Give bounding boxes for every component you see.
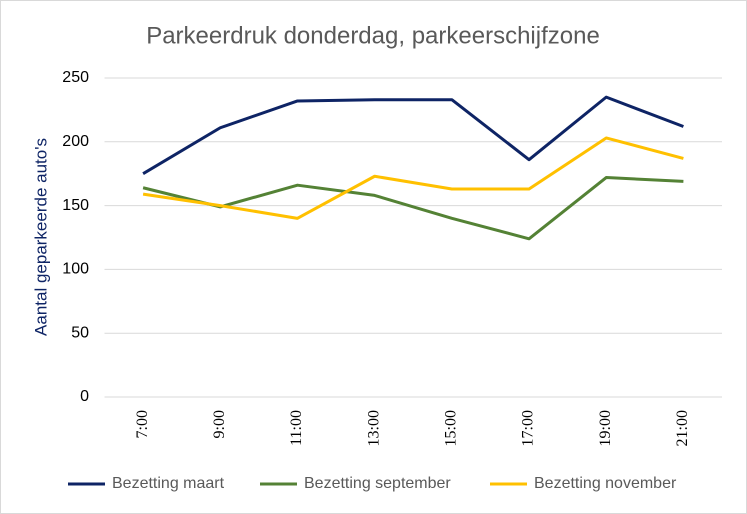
- y-tick-label: 150: [62, 197, 89, 214]
- legend-label: Bezetting september: [304, 475, 451, 492]
- x-tick-label: 17:00: [520, 410, 537, 446]
- x-tick-label: 11:00: [288, 410, 305, 446]
- series-line: [142, 95, 684, 175]
- y-tick-label: 200: [62, 133, 89, 150]
- y-axis-label: Aantal geparkeerde auto's: [31, 138, 50, 336]
- x-tick-label: 15:00: [443, 410, 460, 446]
- chart-title: Parkeerdruk donderdag, parkeerschijfzone: [146, 22, 600, 49]
- x-tick-label: 21:00: [674, 410, 691, 446]
- legend-label: Bezetting november: [534, 475, 677, 492]
- x-tick-label: 7:00: [134, 410, 151, 438]
- x-tick-label: 13:00: [365, 410, 382, 446]
- x-tick-label: 19:00: [597, 410, 614, 446]
- y-tick-label: 100: [62, 261, 89, 278]
- legend-label: Bezetting maart: [112, 475, 225, 492]
- y-tick-label: 250: [62, 69, 89, 86]
- y-tick-label: 0: [80, 388, 89, 405]
- x-tick-label: 9:00: [211, 410, 228, 438]
- series-line: [142, 176, 684, 241]
- series-line: [142, 136, 684, 220]
- y-tick-label: 50: [71, 324, 89, 341]
